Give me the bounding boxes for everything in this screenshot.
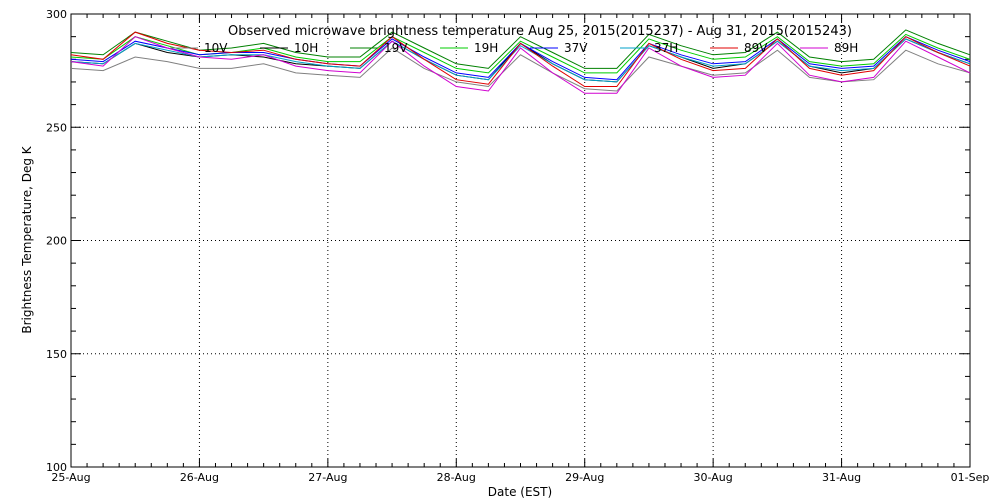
- y-tick-label: 150: [46, 348, 67, 361]
- series-line-19v: [70, 29, 971, 69]
- legend-label-10v: 10V: [204, 41, 228, 55]
- legend-label-89v: 89V: [744, 41, 768, 55]
- tick-labels: 25-Aug 26-Aug 27-Aug 28-Aug 29-Aug 30-Aug 31-A…: [46, 8, 989, 484]
- series-line-89v: [70, 31, 971, 87]
- x-tick-label: 26-Aug: [180, 471, 219, 484]
- x-tick-label: 31-Aug: [822, 471, 861, 484]
- x-tick-label: 28-Aug: [437, 471, 476, 484]
- legend-label-37v: 37V: [564, 41, 588, 55]
- series-lines: [70, 29, 971, 94]
- legend-label-10h: 10H: [294, 41, 318, 55]
- x-tick-label: 27-Aug: [308, 471, 347, 484]
- y-tick-label: 200: [46, 235, 67, 248]
- legend: 10V 10H 19V 19H 37V 37H 89V 89H: [170, 41, 858, 55]
- x-tick-label: 29-Aug: [565, 471, 604, 484]
- series-line-10v: [70, 47, 971, 92]
- series-line-37h: [70, 38, 971, 83]
- x-tick-label: 01-Sep: [951, 471, 990, 484]
- y-axis-title: Brightness Temperature, Deg K: [20, 145, 34, 333]
- series-line-89h: [70, 36, 971, 94]
- gridlines: [71, 14, 970, 467]
- legend-label-19v: 19V: [384, 41, 408, 55]
- chart-title: Observed microwave brightness temperatur…: [228, 24, 852, 39]
- legend-label-89h: 89H: [834, 41, 858, 55]
- x-tick-label: 25-Aug: [51, 471, 90, 484]
- tick-marks: [70, 13, 971, 468]
- legend-label-37h: 37H: [654, 41, 678, 55]
- y-tick-label: 100: [46, 461, 67, 474]
- y-tick-label: 250: [46, 121, 67, 134]
- legend-label-19h: 19H: [474, 41, 498, 55]
- y-tick-label: 300: [46, 8, 67, 21]
- x-tick-label: 30-Aug: [694, 471, 733, 484]
- x-axis-title: Date (EST): [488, 485, 552, 499]
